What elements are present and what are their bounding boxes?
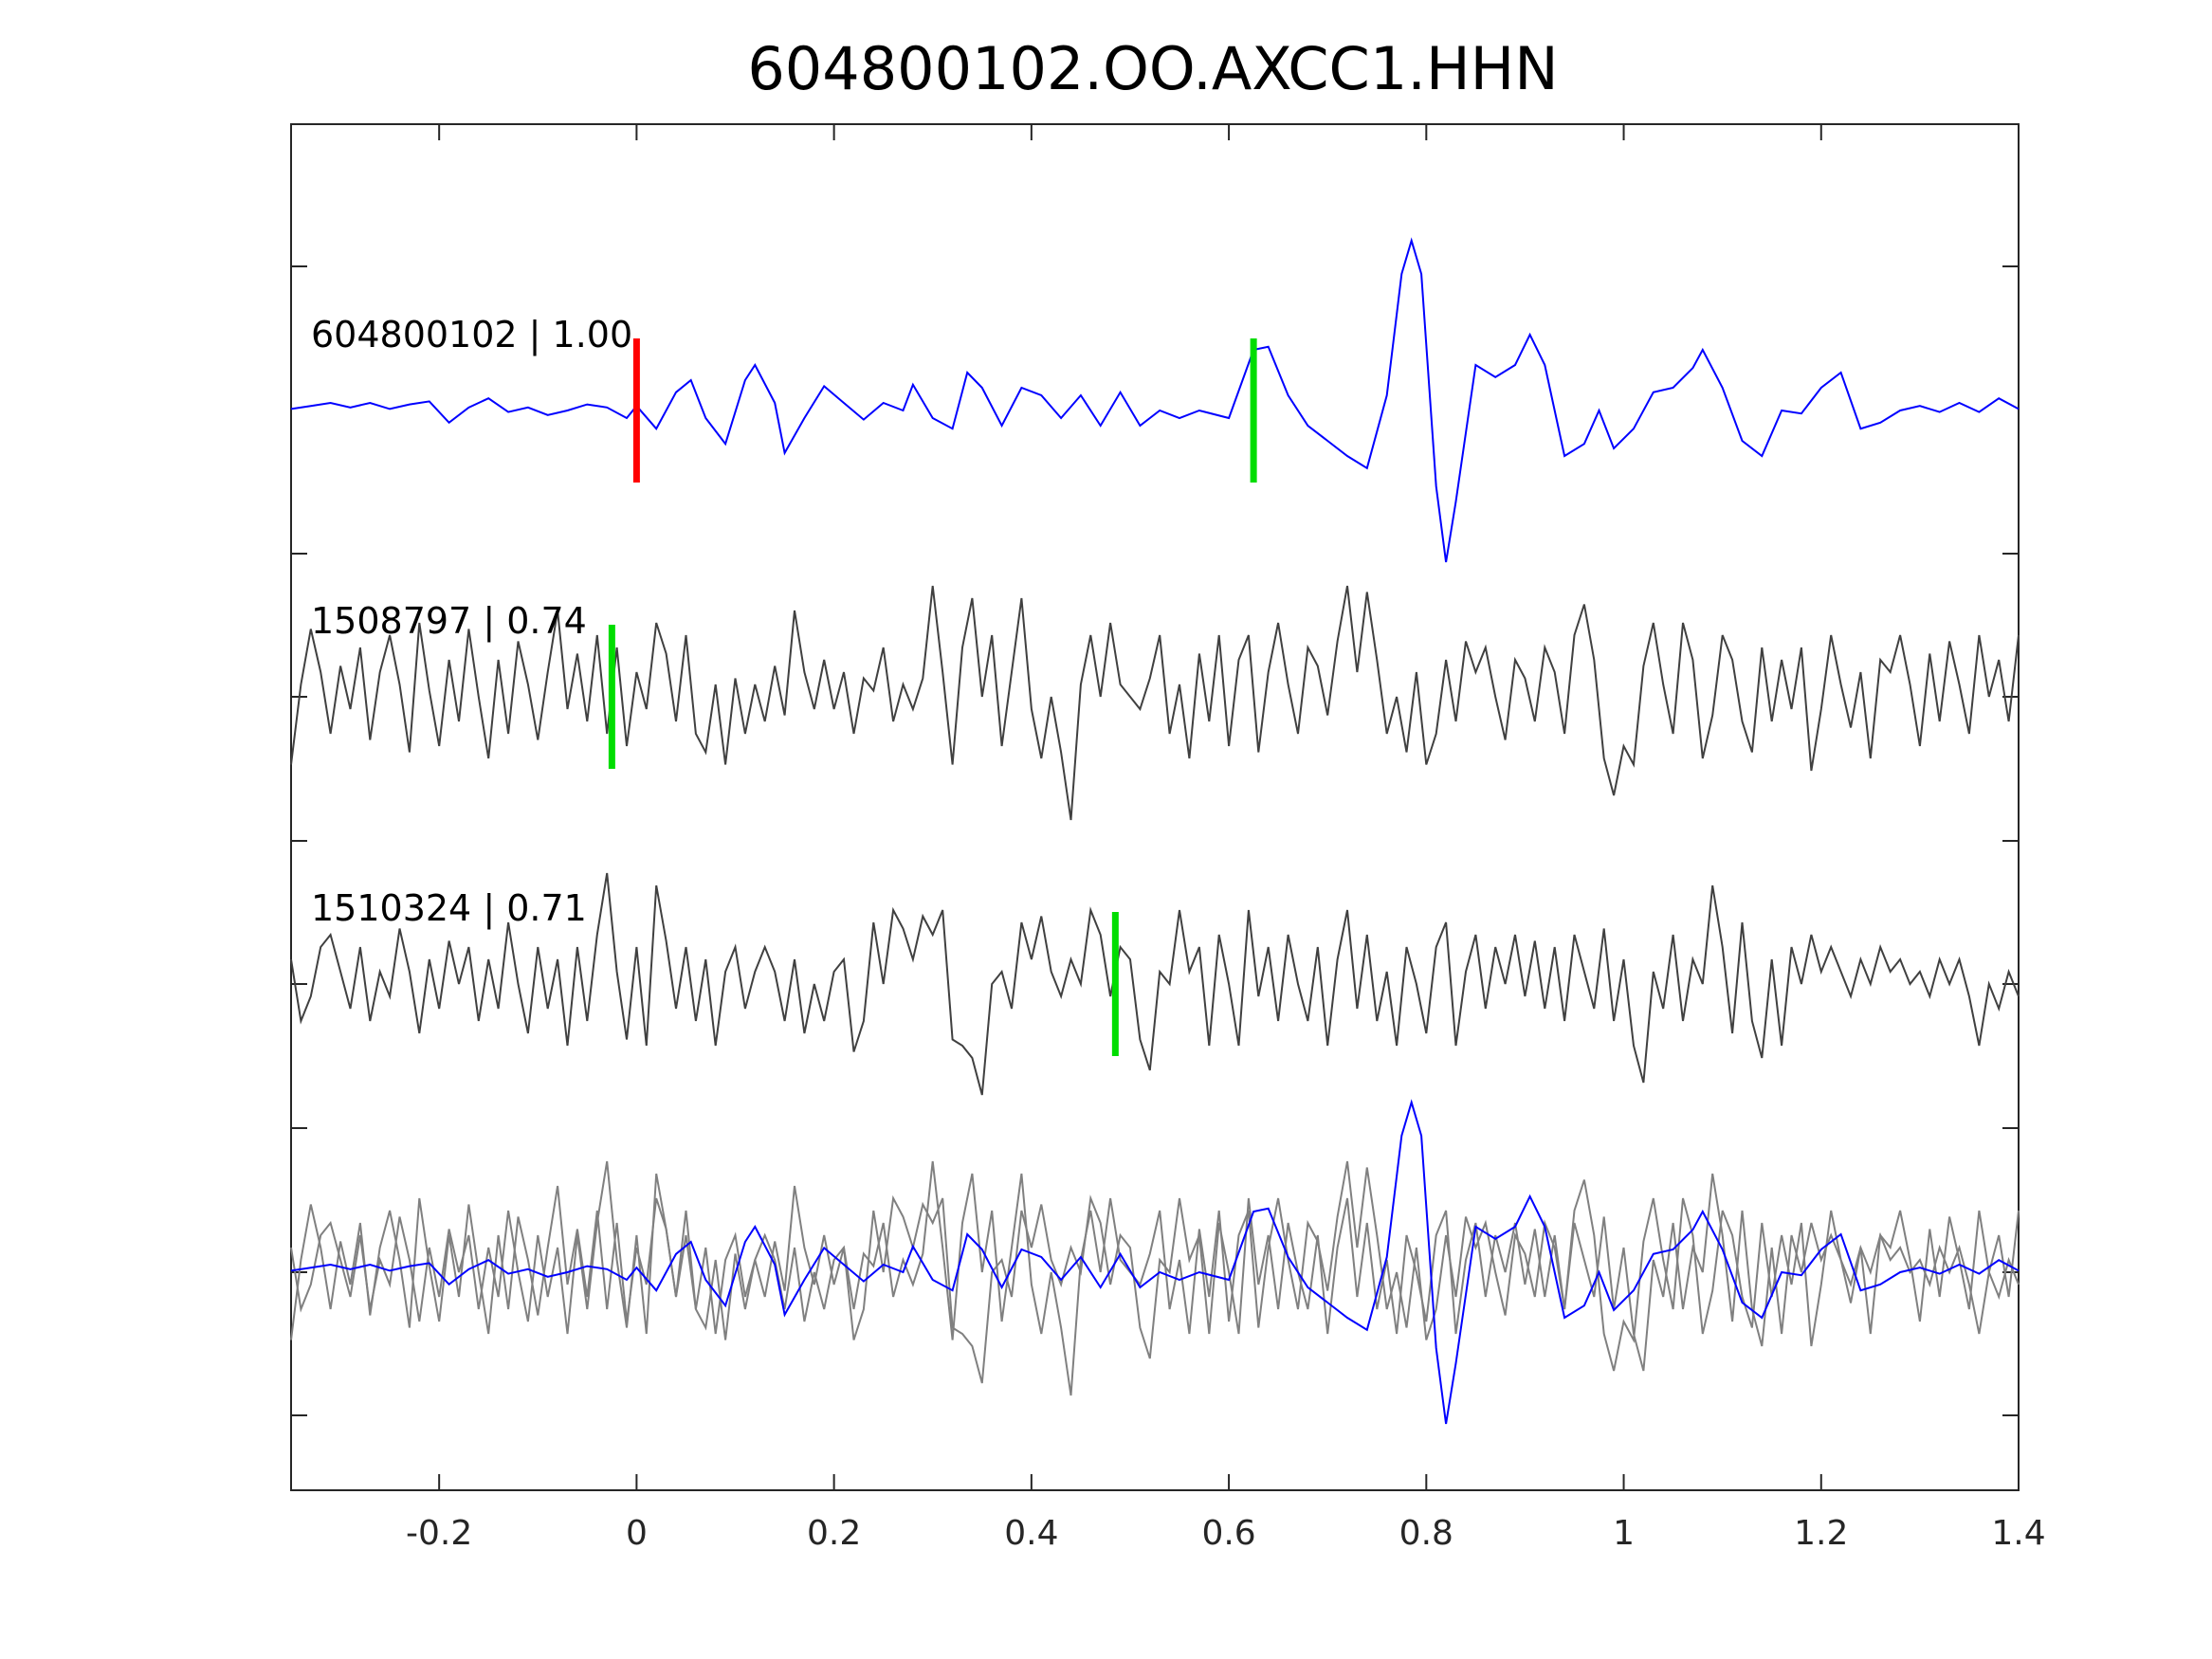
x-tick-label: -0.2 [406,1514,472,1553]
trace-label-1: 604800102 | 1.00 [311,314,632,356]
trace-line-3 [290,872,2020,1096]
plot-area [290,123,2020,1491]
overlay-traces [290,1099,2020,1425]
x-tick-label: 0.2 [807,1514,861,1553]
trace-line-1 [290,237,2020,563]
overlay-trace-template [290,1099,2020,1425]
overlay-trace-3 [290,1160,2020,1384]
x-tick-label: 0 [626,1514,648,1553]
x-tick-label: 0.6 [1201,1514,1255,1553]
x-tick-label: 1.4 [1991,1514,2045,1553]
trace-line-2 [290,585,2020,821]
pick-markers [608,338,1257,1056]
trace-rows [290,237,2020,1096]
x-tick-label: 1.2 [1794,1514,1848,1553]
chart-title: 604800102.OO.AXCC1.HHN [747,34,1558,103]
trace-label-3: 1510324 | 0.71 [311,887,587,930]
trace-label-2: 1508797 | 0.74 [311,600,587,643]
axis-ticks: -0.2 0 0.2 0.4 0.6 0.8 1 1.2 1.4 [291,124,2046,1553]
overlay-trace-2 [290,1160,2020,1396]
trace-labels: 604800102 | 1.00 1508797 | 0.74 1510324 | … [311,314,632,930]
x-tick-label: 0.4 [1004,1514,1058,1553]
x-tick-label: 1 [1613,1514,1635,1553]
x-tick-label: 0.8 [1399,1514,1453,1553]
